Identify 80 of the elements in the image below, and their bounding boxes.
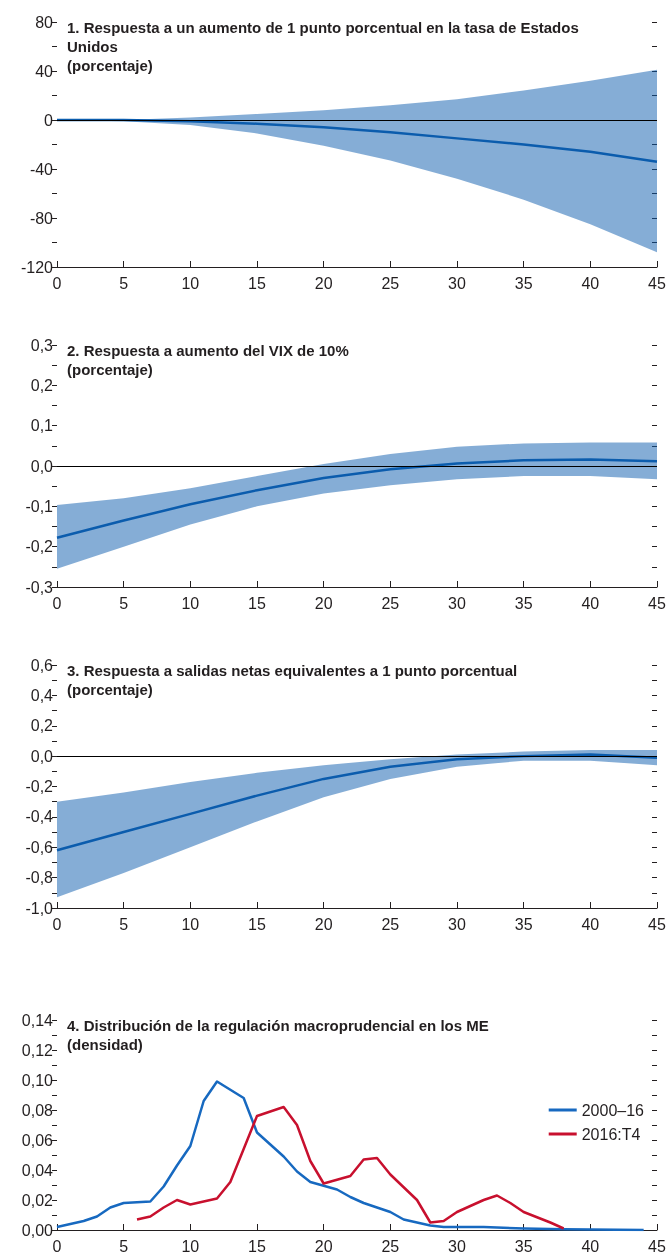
x-tick-label: 5 — [119, 594, 129, 612]
y-tick-label: 0,2 — [30, 376, 54, 394]
x-tick-label: 45 — [648, 594, 666, 612]
y-tick-label: 0,2 — [30, 717, 54, 735]
chart-title: 1. Respuesta a un aumento de 1 punto porcentual en la tasa de Estados Unidos — [67, 19, 583, 55]
y-tick-label: 0,02 — [21, 1191, 54, 1209]
y-tick-label: -40 — [29, 160, 54, 178]
y-tick-label: 0,4 — [30, 686, 54, 704]
text: (porcentaje) — [67, 57, 153, 74]
y-tick-label: 0,08 — [21, 1101, 54, 1119]
y-tick-label: 0,3 — [30, 336, 54, 354]
x-tick-label: 35 — [514, 915, 533, 933]
y-tick-label: -0,2 — [25, 778, 54, 795]
x-tick-label: 35 — [514, 594, 533, 612]
x-tick-label: 30 — [448, 915, 466, 933]
x-tick-label: 10 — [181, 274, 200, 292]
x-tick-label: 20 — [314, 1237, 333, 1254]
x-tick-label: 40 — [581, 274, 600, 292]
x-tick-label: 15 — [248, 274, 266, 292]
x-tick-label: 45 — [648, 274, 666, 292]
x-tick-label: 35 — [514, 1237, 533, 1254]
y-tick-label: 0,00 — [21, 1221, 54, 1239]
y-tick-label: -0,2 — [25, 538, 54, 556]
y-tick-label: -80 — [29, 209, 54, 227]
x-tick-label: 30 — [448, 594, 466, 612]
x-tick-label: 10 — [181, 915, 200, 933]
y-tick-label: 0,0 — [30, 747, 54, 765]
y-tick-label: 0,1 — [30, 417, 54, 435]
y-tick-label: -120 — [20, 258, 54, 276]
x-tick-label: 30 — [448, 274, 466, 292]
y-tick-label: 80 — [35, 13, 54, 31]
x-tick-label: 45 — [648, 1237, 666, 1254]
chart-title: 3. Respuesta a salidas netas equivalentes a 1 punto porcentual — [67, 662, 518, 679]
y-tick-label: 0,04 — [21, 1161, 54, 1179]
legend-label: 2016:T4 — [581, 1125, 641, 1143]
x-tick-label: 40 — [581, 1237, 600, 1254]
line-series — [55, 458, 659, 540]
x-tick-label: 20 — [314, 274, 333, 292]
x-tick-label: 40 — [581, 594, 600, 612]
x-tick-label: 30 — [448, 1237, 466, 1254]
text: (densidad) — [67, 1036, 143, 1053]
legend-label: 2000–16 — [581, 1101, 645, 1119]
line-series — [135, 1105, 565, 1230]
line-series — [55, 1080, 645, 1232]
y-tick-label: 0 — [44, 111, 54, 129]
x-tick-label: 25 — [381, 274, 400, 292]
y-tick-label: -0,6 — [25, 838, 54, 856]
y-tick-label: 0,14 — [21, 1011, 54, 1029]
y-tick-label: -0,4 — [25, 808, 54, 826]
x-tick-label: 5 — [119, 915, 129, 933]
y-tick-label: -1,0 — [25, 899, 54, 917]
y-tick-label: 0,12 — [21, 1041, 54, 1059]
y-tick-label: 0,06 — [21, 1131, 54, 1149]
text: (porcentaje) — [67, 361, 153, 378]
x-tick-label: 35 — [514, 274, 533, 292]
y-tick-label: 0,6 — [30, 656, 54, 674]
x-tick-label: 25 — [381, 915, 400, 933]
x-tick-label: 15 — [248, 915, 266, 933]
x-tick-label: 15 — [248, 594, 266, 612]
x-tick-label: 10 — [181, 594, 200, 612]
y-tick-label: -0,1 — [25, 497, 54, 515]
x-tick-label: 5 — [119, 1237, 129, 1254]
x-tick-label: 5 — [119, 274, 129, 292]
x-tick-label: 10 — [181, 1237, 200, 1254]
x-tick-label: 15 — [248, 1237, 266, 1254]
x-tick-label: 25 — [381, 1237, 400, 1254]
y-tick-label: 0,10 — [21, 1071, 54, 1089]
x-tick-label: 20 — [314, 594, 333, 612]
x-tick-label: 45 — [648, 915, 666, 933]
y-tick-label: -0,8 — [25, 869, 54, 887]
chart-title: 2. Respuesta a aumento del VIX de 10% — [67, 342, 349, 359]
x-tick-label: 40 — [581, 915, 600, 933]
chart-title: 4. Distribución de la regulación macroprudencial en los ME — [67, 1017, 489, 1034]
x-tick-label: 25 — [381, 594, 400, 612]
line-series — [55, 753, 659, 852]
y-tick-label: -0,3 — [25, 578, 54, 596]
text: (porcentaje) — [67, 681, 153, 698]
y-tick-label: 0,0 — [30, 457, 54, 475]
y-tick-label: 40 — [35, 62, 54, 80]
x-tick-label: 20 — [314, 915, 333, 933]
